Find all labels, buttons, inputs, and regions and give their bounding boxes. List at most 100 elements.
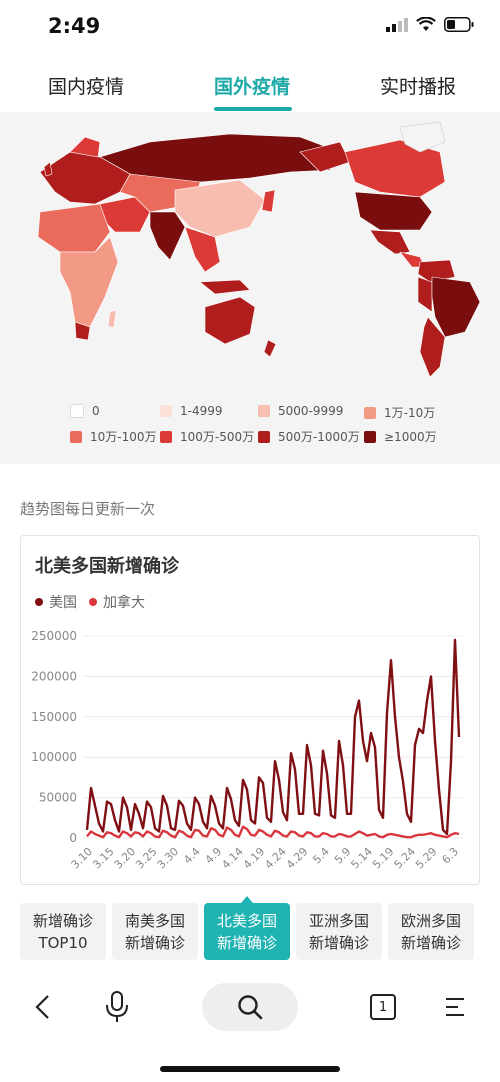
series-line-加拿大 (86, 825, 460, 839)
map-region-north-africa (37, 203, 111, 253)
tab-live-news[interactable]: 实时播报 (380, 76, 457, 98)
y-tick-label: 100000 (31, 750, 77, 764)
legend-label-canada[interactable]: 加拿大 (103, 595, 145, 611)
category-label: 欧洲多国 (400, 911, 461, 930)
legend-label: 1万-10万 (384, 406, 436, 420)
legend-swatch (258, 430, 270, 443)
x-tick-label: 5.4 (310, 845, 332, 867)
legend-item: 1-4999 (160, 404, 223, 418)
legend-item: ≥1000万 (364, 428, 437, 445)
status-time: 2:49 (48, 14, 101, 38)
wifi-icon (416, 17, 436, 31)
series-line-美国 (85, 638, 461, 836)
map-region-mexico (369, 229, 411, 255)
category-label: 新增确诊 (32, 911, 93, 930)
category-asia-button[interactable]: 亚洲多国 新增确诊 (296, 903, 382, 960)
tabs-button[interactable]: 1 (360, 980, 406, 1034)
voice-search-button[interactable] (94, 980, 140, 1034)
y-tick-label: 50000 (39, 791, 77, 805)
map-region-australia (204, 296, 256, 345)
category-label: 南美多国 (124, 911, 185, 930)
menu-button[interactable] (432, 980, 478, 1034)
map-region-uk (43, 161, 53, 177)
x-tick-label: 4.4 (181, 845, 203, 867)
legend-item: 500万-1000万 (258, 428, 360, 445)
category-label: TOP10 (38, 933, 88, 952)
category-label: 亚洲多国 (308, 911, 369, 930)
cellular-signal-icon (386, 17, 408, 32)
x-tick-label: 4.29 (284, 845, 311, 872)
map-region-peru (417, 276, 433, 313)
legend-swatch (70, 430, 82, 443)
map-region-madagascar (107, 309, 117, 329)
legend-label: 100万-500万 (180, 430, 255, 444)
legend-item: 5000-9999 (258, 404, 343, 418)
map-region-brazil (431, 276, 481, 338)
category-label: 新增确诊 (308, 933, 369, 952)
map-region-se-asia (184, 226, 221, 273)
y-tick-label: 200000 (31, 669, 77, 683)
legend-dot-us (35, 598, 43, 606)
menu-icon (446, 998, 464, 1016)
search-icon (238, 995, 263, 1020)
x-tick-label: 3.20 (112, 845, 139, 872)
legend-swatch (70, 404, 84, 418)
chart-legend: 美国 加拿大 (35, 592, 145, 612)
line-chart: 2500002000001500001000005000003.103.153.… (31, 629, 463, 872)
map-region-argentina-chile (419, 316, 446, 378)
x-tick-label: 5.19 (370, 845, 397, 872)
category-label: 新增确诊 (216, 933, 277, 952)
legend-swatch (160, 405, 172, 417)
x-tick-label: 4.24 (262, 845, 289, 872)
x-tick-label: 3.15 (90, 845, 117, 872)
x-tick-label: 3.30 (155, 845, 182, 872)
x-tick-label: 4.19 (241, 845, 268, 872)
trend-update-note: 趋势图每日更新一次 (20, 500, 156, 518)
category-europe-button[interactable]: 欧洲多国 新增确诊 (388, 903, 474, 960)
tab-count-icon: 1 (370, 994, 396, 1020)
active-tab-indicator (214, 107, 292, 111)
category-top10-button[interactable]: 新增确诊 TOP10 (20, 903, 106, 960)
legend-dot-canada (89, 598, 97, 606)
back-button[interactable] (20, 980, 66, 1034)
category-label: 新增确诊 (400, 933, 461, 952)
map-region-new-zealand (263, 339, 277, 358)
home-indicator (160, 1066, 340, 1072)
map-region-sub-saharan-africa (59, 236, 119, 328)
map-region-usa (354, 191, 433, 231)
legend-label-us[interactable]: 美国 (49, 595, 77, 611)
x-tick-label: 5.24 (392, 845, 419, 872)
map-region-japan-korea (261, 189, 276, 213)
map-region-india (149, 211, 186, 261)
x-tick-label: 3.25 (133, 845, 160, 872)
status-icons (386, 17, 474, 32)
x-tick-label: 5.14 (348, 845, 375, 872)
active-caret (241, 896, 253, 903)
legend-item: 100万-500万 (160, 428, 254, 445)
y-tick-label: 0 (69, 831, 77, 845)
world-map[interactable] (0, 112, 500, 402)
category-south-america-button[interactable]: 南美多国 新增确诊 (112, 903, 198, 960)
microphone-icon (106, 991, 128, 1022)
map-region-greenland (399, 121, 446, 153)
x-tick-label: 3.10 (69, 845, 96, 872)
tab-domestic[interactable]: 国内疫情 (48, 76, 125, 98)
y-tick-label: 150000 (31, 710, 77, 724)
map-region-china (174, 179, 266, 238)
world-map-section: 0 1-4999 5000-9999 1万-10万 10万-100万 100万-… (0, 112, 500, 464)
legend-swatch (364, 406, 376, 419)
tab-international[interactable]: 国外疫情 (214, 76, 291, 98)
legend-swatch (258, 405, 270, 417)
map-region-indonesia (199, 279, 251, 295)
search-button[interactable] (202, 983, 298, 1031)
y-tick-label: 250000 (31, 629, 77, 643)
legend-item: 10万-100万 (70, 428, 157, 445)
map-region-canada (344, 139, 446, 198)
legend-label: 1-4999 (180, 404, 223, 418)
battery-icon (444, 17, 474, 32)
map-region-south-africa (74, 321, 91, 341)
chart-title: 北美多国新增确诊 (35, 556, 179, 577)
category-north-america-button[interactable]: 北美多国 新增确诊 (204, 896, 290, 960)
bottom-nav: 1 (0, 980, 500, 1040)
category-label: 北美多国 (216, 911, 277, 930)
